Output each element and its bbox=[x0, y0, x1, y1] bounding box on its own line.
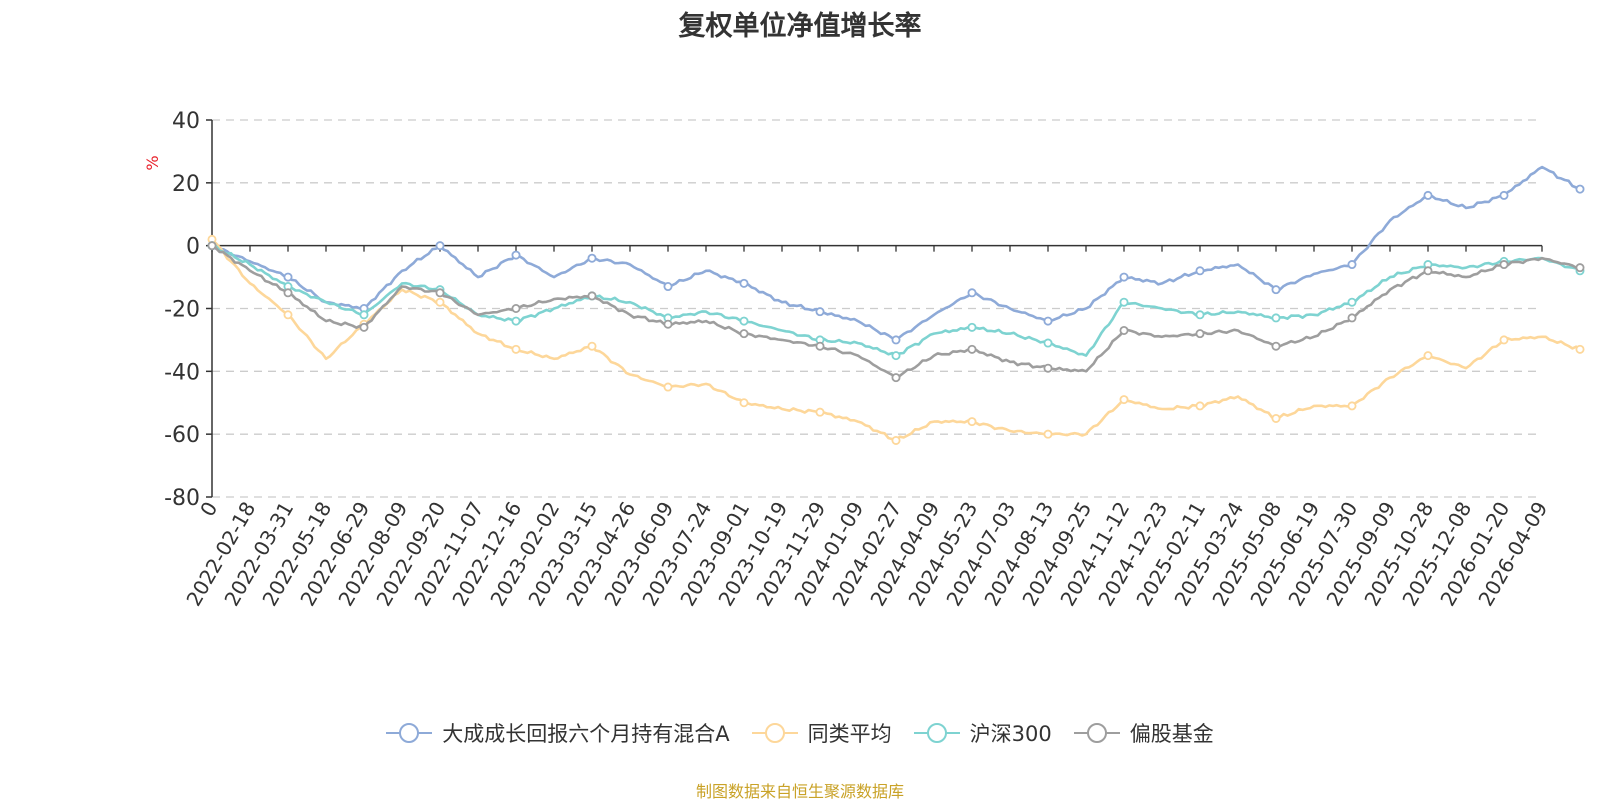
data-point bbox=[1195, 401, 1205, 411]
chart-title: 复权单位净值增长率 bbox=[678, 11, 922, 42]
data-point bbox=[1575, 263, 1585, 273]
data-point bbox=[1271, 313, 1281, 323]
data-point bbox=[435, 241, 445, 251]
data-point bbox=[967, 417, 977, 427]
data-point bbox=[1499, 335, 1509, 345]
data-point bbox=[1043, 316, 1053, 326]
series-line bbox=[211, 165, 1581, 342]
legend-label: 同类平均 bbox=[807, 722, 892, 746]
grid-lines bbox=[212, 119, 1542, 498]
data-point bbox=[891, 435, 901, 445]
data-point bbox=[663, 319, 673, 329]
data-point bbox=[435, 297, 445, 307]
y-axis-label: % bbox=[143, 155, 162, 170]
data-point bbox=[1347, 313, 1357, 323]
legend-item[interactable]: 大成成长回报六个月持有混合A bbox=[386, 718, 730, 748]
data-point bbox=[1423, 190, 1433, 200]
data-point bbox=[1423, 351, 1433, 361]
legend-marker-icon bbox=[913, 723, 960, 743]
data-point bbox=[1423, 266, 1433, 276]
legend-label: 沪深300 bbox=[969, 722, 1052, 746]
data-point bbox=[587, 253, 597, 263]
data-point bbox=[1499, 260, 1509, 270]
data-point bbox=[815, 407, 825, 417]
data-point bbox=[1119, 272, 1129, 282]
y-tick-label: 20 bbox=[172, 172, 200, 197]
data-point bbox=[1271, 413, 1281, 423]
data-point bbox=[283, 310, 293, 320]
data-point bbox=[967, 344, 977, 354]
data-point bbox=[739, 316, 749, 326]
legend-label: 大成成长回报六个月持有混合A bbox=[442, 722, 730, 746]
data-point bbox=[511, 344, 521, 354]
data-point bbox=[1575, 184, 1585, 194]
data-point bbox=[359, 322, 369, 332]
data-point bbox=[967, 288, 977, 298]
y-tick-label: -80 bbox=[164, 486, 200, 511]
data-point bbox=[1271, 341, 1281, 351]
y-tick-label: -40 bbox=[164, 360, 200, 385]
y-tick-label: 40 bbox=[172, 109, 200, 134]
data-point bbox=[739, 278, 749, 288]
legend-marker-icon bbox=[1073, 723, 1120, 743]
data-point bbox=[891, 351, 901, 361]
data-point bbox=[815, 341, 825, 351]
legend-item[interactable]: 同类平均 bbox=[751, 718, 892, 748]
data-point bbox=[891, 335, 901, 345]
data-point bbox=[967, 322, 977, 332]
data-point bbox=[739, 398, 749, 408]
legend-marker-icon bbox=[751, 723, 798, 743]
data-point bbox=[511, 316, 521, 326]
data-point bbox=[1499, 190, 1509, 200]
data-point bbox=[739, 329, 749, 339]
data-point bbox=[1271, 285, 1281, 295]
data-point bbox=[663, 382, 673, 392]
y-tick-label: 0 bbox=[186, 235, 200, 260]
x-tick-label: 0 bbox=[195, 498, 222, 521]
data-point bbox=[207, 241, 217, 251]
data-point bbox=[1119, 297, 1129, 307]
data-point bbox=[663, 282, 673, 292]
axis-labels: 40200-20-40-60-80%02022-02-182022-03-312… bbox=[143, 109, 1552, 610]
y-tick-label: -20 bbox=[164, 298, 200, 323]
data-point bbox=[587, 341, 597, 351]
data-point bbox=[511, 303, 521, 313]
data-point bbox=[587, 291, 597, 301]
data-point bbox=[815, 307, 825, 317]
data-point bbox=[1043, 429, 1053, 439]
data-point bbox=[1347, 297, 1357, 307]
data-point bbox=[1195, 329, 1205, 339]
line-chart: 40200-20-40-60-80%02022-02-182022-03-312… bbox=[143, 109, 1585, 610]
data-point bbox=[1575, 344, 1585, 354]
legend-marker-icon bbox=[386, 723, 433, 743]
axes bbox=[206, 119, 1543, 498]
data-point bbox=[511, 250, 521, 260]
legend-label: 偏股基金 bbox=[1129, 722, 1214, 746]
data-point bbox=[1347, 401, 1357, 411]
data-point bbox=[1195, 266, 1205, 276]
legend-item[interactable]: 偏股基金 bbox=[1073, 718, 1214, 748]
data-point bbox=[435, 288, 445, 298]
source-note: 制图数据来自恒生聚源数据库 bbox=[695, 782, 904, 801]
series-lines bbox=[207, 165, 1585, 445]
data-point bbox=[1119, 395, 1129, 405]
legend: 大成成长回报六个月持有混合A 同类平均 沪深300 偏股基金 bbox=[0, 718, 1600, 748]
data-point bbox=[891, 373, 901, 383]
data-point bbox=[1043, 363, 1053, 373]
data-point bbox=[1119, 325, 1129, 335]
data-point bbox=[359, 310, 369, 320]
data-point bbox=[1347, 260, 1357, 270]
data-point bbox=[283, 288, 293, 298]
data-point bbox=[283, 272, 293, 282]
y-tick-label: -60 bbox=[164, 423, 200, 448]
data-point bbox=[1195, 310, 1205, 320]
data-point bbox=[1043, 338, 1053, 348]
legend-item[interactable]: 沪深300 bbox=[913, 718, 1052, 748]
